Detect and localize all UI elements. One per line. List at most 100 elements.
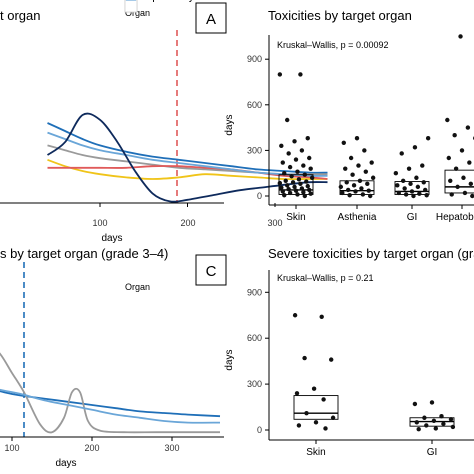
point-hepatobiliary-8 <box>453 166 459 171</box>
point-gi-4 <box>406 166 412 171</box>
point-skin-6 <box>321 397 326 402</box>
point-skin-24 <box>298 181 303 187</box>
point-skin-16 <box>302 172 308 177</box>
panel-d-y-ticks: 0 300 600 900 <box>247 287 269 435</box>
point-skin-5 <box>279 143 284 149</box>
point-gi-3 <box>420 163 425 168</box>
panel-d-ytick-600: 600 <box>247 333 262 343</box>
point-gi-4 <box>448 417 454 422</box>
point-gi-6 <box>414 420 419 425</box>
point-skin-5 <box>294 391 300 396</box>
panel-a-tick-200: 200 <box>180 218 195 228</box>
xtick-label-asthenia: Asthenia <box>338 212 377 223</box>
point-hepatobiliary-12 <box>468 181 474 187</box>
panel-c-legend: Organ SkinGIHepatobiliary <box>124 0 194 292</box>
legend-label-skin: Skin <box>141 0 159 2</box>
xtick-label-hepatobiliary: Hepatobiliai <box>436 212 474 223</box>
point-skin-14 <box>295 169 300 174</box>
point-skin-11 <box>301 163 306 168</box>
point-skin-36 <box>308 191 313 196</box>
point-skin-38 <box>282 193 287 198</box>
xtick-label-gi: GI <box>427 447 438 458</box>
point-skin-34 <box>301 190 306 195</box>
point-skin-8 <box>307 155 312 161</box>
point-asthenia-18 <box>353 189 358 194</box>
point-skin-10 <box>296 423 302 428</box>
point-asthenia-7 <box>363 169 369 174</box>
point-asthenia-3 <box>348 155 354 161</box>
panel-c: s by target organ (grade 3–4) 100 200 30… <box>0 0 227 469</box>
point-skin-2 <box>302 355 307 361</box>
xtick-label-skin: Skin <box>286 212 305 223</box>
point-hepatobiliary-3 <box>452 133 457 138</box>
point-asthenia-19 <box>340 190 345 196</box>
point-asthenia-22 <box>368 193 373 199</box>
point-skin-1 <box>298 72 303 77</box>
panel-a-line-asthenia <box>47 158 328 181</box>
point-skin-13 <box>308 166 313 171</box>
legend-label-mct: MCT <box>141 0 161 2</box>
panel-d-y-label: days <box>224 349 235 370</box>
point-skin-23 <box>277 180 283 186</box>
panel-c-series <box>0 262 221 437</box>
panel-b-ytick-600: 600 <box>247 100 262 110</box>
point-gi-18 <box>424 193 429 198</box>
point-hepatobiliary-17 <box>470 193 474 199</box>
point-asthenia-16 <box>345 187 351 193</box>
panel-b-annotation: Kruskal–Wallis, p = 0.00092 <box>277 40 388 50</box>
point-gi-12 <box>402 186 407 191</box>
panel-a-line-endocrine <box>46 112 328 203</box>
point-skin-28 <box>279 185 284 190</box>
point-skin-21 <box>304 179 309 184</box>
point-asthenia-2 <box>362 148 367 153</box>
panel-b-ytick-300: 300 <box>247 145 262 155</box>
point-skin-11 <box>323 426 328 431</box>
point-skin-3 <box>305 136 310 141</box>
point-hepatobiliary-6 <box>446 155 451 161</box>
panel-a-line-hepatobiliary <box>47 131 328 177</box>
point-skin-4 <box>311 386 317 391</box>
panel-b-ytick-0: 0 <box>257 191 262 201</box>
point-skin-3 <box>329 357 334 362</box>
point-hepatobiliary-0 <box>458 34 463 39</box>
point-skin-7 <box>286 151 291 156</box>
point-gi-9 <box>408 181 413 187</box>
point-gi-10 <box>433 426 438 431</box>
point-skin-15 <box>282 171 287 176</box>
point-asthenia-20 <box>360 192 366 197</box>
point-gi-11 <box>416 427 421 432</box>
xtick-label-gi: GI <box>407 212 418 223</box>
point-gi-15 <box>396 190 401 196</box>
point-asthenia-8 <box>350 172 355 177</box>
panel-c-tick-300: 300 <box>164 443 179 453</box>
point-asthenia-21 <box>347 193 352 198</box>
point-skin-27 <box>292 184 297 190</box>
point-skin-39 <box>302 193 308 199</box>
legend-label-skin: Skin <box>141 0 159 2</box>
point-gi-0 <box>425 136 431 141</box>
panel-b-ytick-900: 900 <box>247 54 262 64</box>
point-asthenia-1 <box>341 140 346 145</box>
point-skin-22 <box>290 180 296 185</box>
point-skin-31 <box>307 187 312 193</box>
panel-d-annotation: Kruskal–Wallis, p = 0.21 <box>277 273 373 283</box>
panel-c-tick-100: 100 <box>4 443 19 453</box>
point-gi-8 <box>421 180 426 185</box>
point-gi-5 <box>431 418 437 424</box>
point-hepatobiliary-5 <box>459 148 465 153</box>
point-skin-33 <box>280 189 285 194</box>
panel-b-title: Toxicities by target organ <box>268 8 412 23</box>
point-gi-7 <box>441 421 446 427</box>
panel-c-x-label: days <box>55 458 76 469</box>
point-asthenia-9 <box>370 175 376 180</box>
point-skin-6 <box>299 148 305 153</box>
point-asthenia-10 <box>357 178 363 183</box>
point-skin-35 <box>287 190 293 196</box>
point-skin-2 <box>284 117 290 123</box>
panel-a-line-gi <box>47 144 328 176</box>
point-skin-0 <box>292 313 298 318</box>
box-skin <box>293 395 339 420</box>
legend-label-asthenia: Asthenia <box>141 0 176 2</box>
point-gi-17 <box>403 192 409 197</box>
panel-a-x-ticks <box>99 203 276 207</box>
